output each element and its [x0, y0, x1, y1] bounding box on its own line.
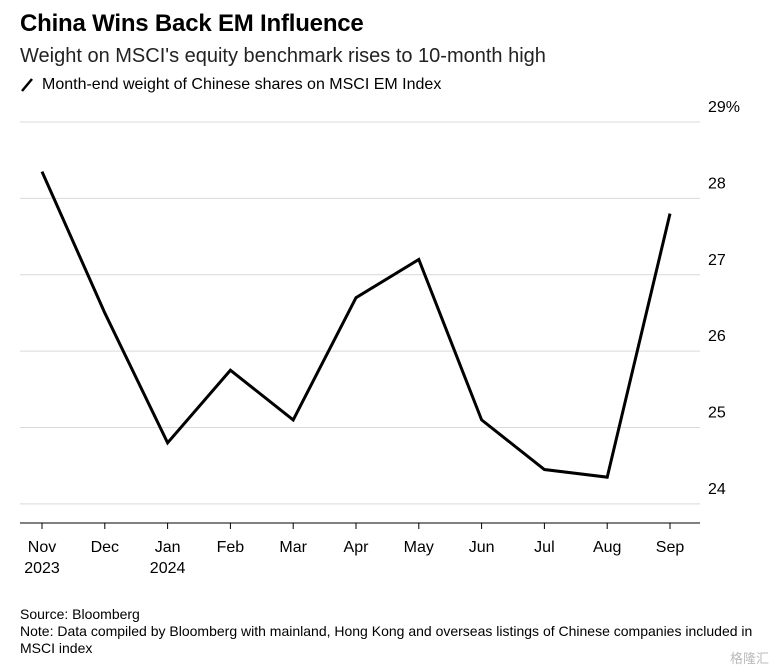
y-tick-label: 29%: [708, 99, 740, 116]
source-note: Source: Bloomberg: [20, 606, 140, 622]
legend: Month-end weight of Chinese shares on MS…: [20, 76, 441, 94]
y-tick-label: 24: [708, 481, 726, 498]
legend-label: Month-end weight of Chinese shares on MS…: [42, 76, 442, 93]
x-tick-label: Aug: [593, 539, 621, 556]
x-tick-label: Feb: [217, 539, 245, 556]
watermark-logo: 格隆汇: [729, 651, 769, 666]
footer: Source: Bloomberg Note: Data compiled by…: [20, 606, 760, 657]
x-tick-label: Sep: [656, 539, 685, 556]
x-tick-year-label: 2023: [24, 560, 60, 577]
y-tick-label: 26: [708, 328, 726, 345]
x-tick-label: Jun: [469, 539, 495, 556]
x-tick-label: Apr: [344, 539, 370, 556]
x-tick-label: May: [404, 539, 434, 556]
y-tick-label: 27: [708, 252, 726, 269]
line-chart: 24 25 26 27 28 29% Nov 2023 Dec Jan 2024 Feb Mar Apr M…: [20, 99, 740, 577]
y-tick-label: 25: [708, 405, 726, 422]
x-tick-year-label: 2024: [150, 560, 186, 577]
legend-line-icon: [21, 78, 33, 92]
x-tick-label: Jan: [155, 539, 181, 556]
x-tick-label: Mar: [279, 539, 307, 556]
series-line: [40, 171, 672, 479]
x-tick-label: Nov: [28, 539, 56, 556]
x-tick-label: Jul: [534, 539, 554, 556]
data-note: Note: Data compiled by Bloomberg with ma…: [20, 623, 753, 656]
chart-subtitle: Weight on MSCI's equity benchmark rises …: [20, 45, 546, 67]
y-tick-label: 28: [708, 175, 726, 192]
x-tick-label: Dec: [91, 539, 119, 556]
chart-title: China Wins Back EM Influence: [20, 10, 364, 37]
